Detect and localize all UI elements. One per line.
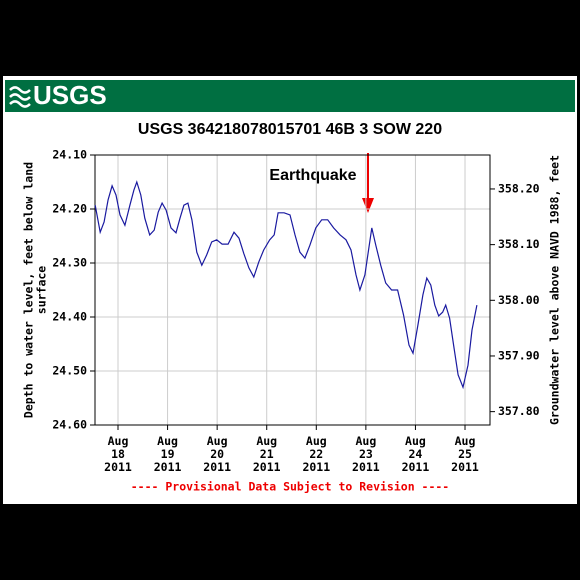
x-tick-label: Aug 25 2011 — [451, 434, 479, 474]
y-tick-label: 24.30 — [52, 256, 87, 270]
banner — [5, 80, 575, 112]
plot-frame — [94, 154, 491, 426]
y2-tick-label: 358.20 — [498, 181, 540, 195]
footer: ---- Provisional Data Subject to Revisio… — [131, 480, 450, 494]
data-line — [94, 180, 478, 390]
y2-tick-label: 358.10 — [498, 237, 540, 251]
x-tick-label: Aug 18 2011 — [104, 434, 132, 474]
x-tick-label: Aug 21 2011 — [253, 434, 281, 474]
x-tick-label: Aug 19 2011 — [154, 434, 182, 474]
logo-wave — [9, 86, 31, 108]
annotation-arrow — [362, 153, 374, 213]
y2-tick-label: 357.90 — [498, 348, 540, 362]
x-tick-label: Aug 23 2011 — [352, 434, 380, 474]
y2-axis-label: Groundwater level above NAVD 1988, feet — [548, 155, 562, 425]
y-tick-label: 24.40 — [52, 310, 87, 324]
y-tick-label: 24.50 — [52, 364, 87, 378]
x-tick-label: Aug 20 2011 — [203, 434, 231, 474]
panel — [3, 76, 577, 504]
chart-title: USGS 364218078015701 46B 3 SOW 220 — [138, 121, 442, 138]
y-tick-label: 24.60 — [52, 418, 87, 432]
y-axis-label: surface — [35, 266, 49, 315]
x-tick-label: Aug 22 2011 — [302, 434, 330, 474]
logo: USGS — [33, 80, 107, 110]
y-tick-label: 24.20 — [52, 202, 87, 216]
y-axis-label: Depth to water level, feet below land — [22, 162, 36, 418]
x-tick-label: Aug 24 2011 — [402, 434, 430, 474]
y2-tick-label: 358.00 — [498, 293, 540, 307]
y-tick-label: 24.10 — [52, 148, 87, 162]
annotation: Earthquake — [269, 167, 356, 184]
y2-tick-label: 357.80 — [498, 404, 540, 418]
